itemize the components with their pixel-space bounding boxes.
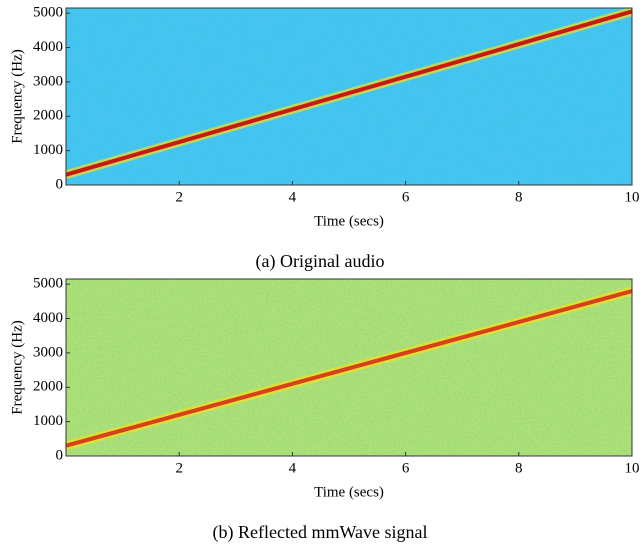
y-tick-label: 3000 [33,344,63,360]
y-tick-label: 1000 [33,413,63,429]
x-tick-label: 10 [625,189,640,205]
x-tick-label: 8 [515,189,523,205]
y-tick-label: 0 [56,447,64,463]
x-tick-label: 6 [402,460,410,476]
plot-frame [65,7,633,186]
plot-frame [65,278,633,457]
x-tick-label: 2 [175,460,183,476]
y-tick-label: 4000 [33,39,63,55]
y-axis-label: Frequency (Hz) [9,320,25,415]
caption: (b) Reflected mmWave signal [213,522,428,543]
x-tick-label: 4 [289,189,297,205]
caption: (a) Original audio [256,251,385,272]
y-tick-label: 2000 [33,108,63,124]
y-tick-label: 3000 [33,73,63,89]
y-axis-label: Frequency (Hz) [9,49,25,144]
x-tick-label: 4 [289,460,297,476]
y-tick-label: 5000 [33,276,63,292]
x-tick-label: 6 [402,189,410,205]
x-axis-label: Time (secs) [314,213,384,229]
chirp-line [65,9,633,177]
y-tick-label: 1000 [33,142,63,158]
y-tick-label: 2000 [33,379,63,395]
chirp-line [65,289,633,448]
x-tick-label: 8 [515,460,523,476]
y-tick-label: 0 [56,176,64,192]
x-axis-label: Time (secs) [314,484,384,500]
y-tick-label: 5000 [33,5,63,21]
y-tick-label: 4000 [33,310,63,326]
x-tick-label: 2 [175,189,183,205]
x-tick-label: 10 [625,460,640,476]
